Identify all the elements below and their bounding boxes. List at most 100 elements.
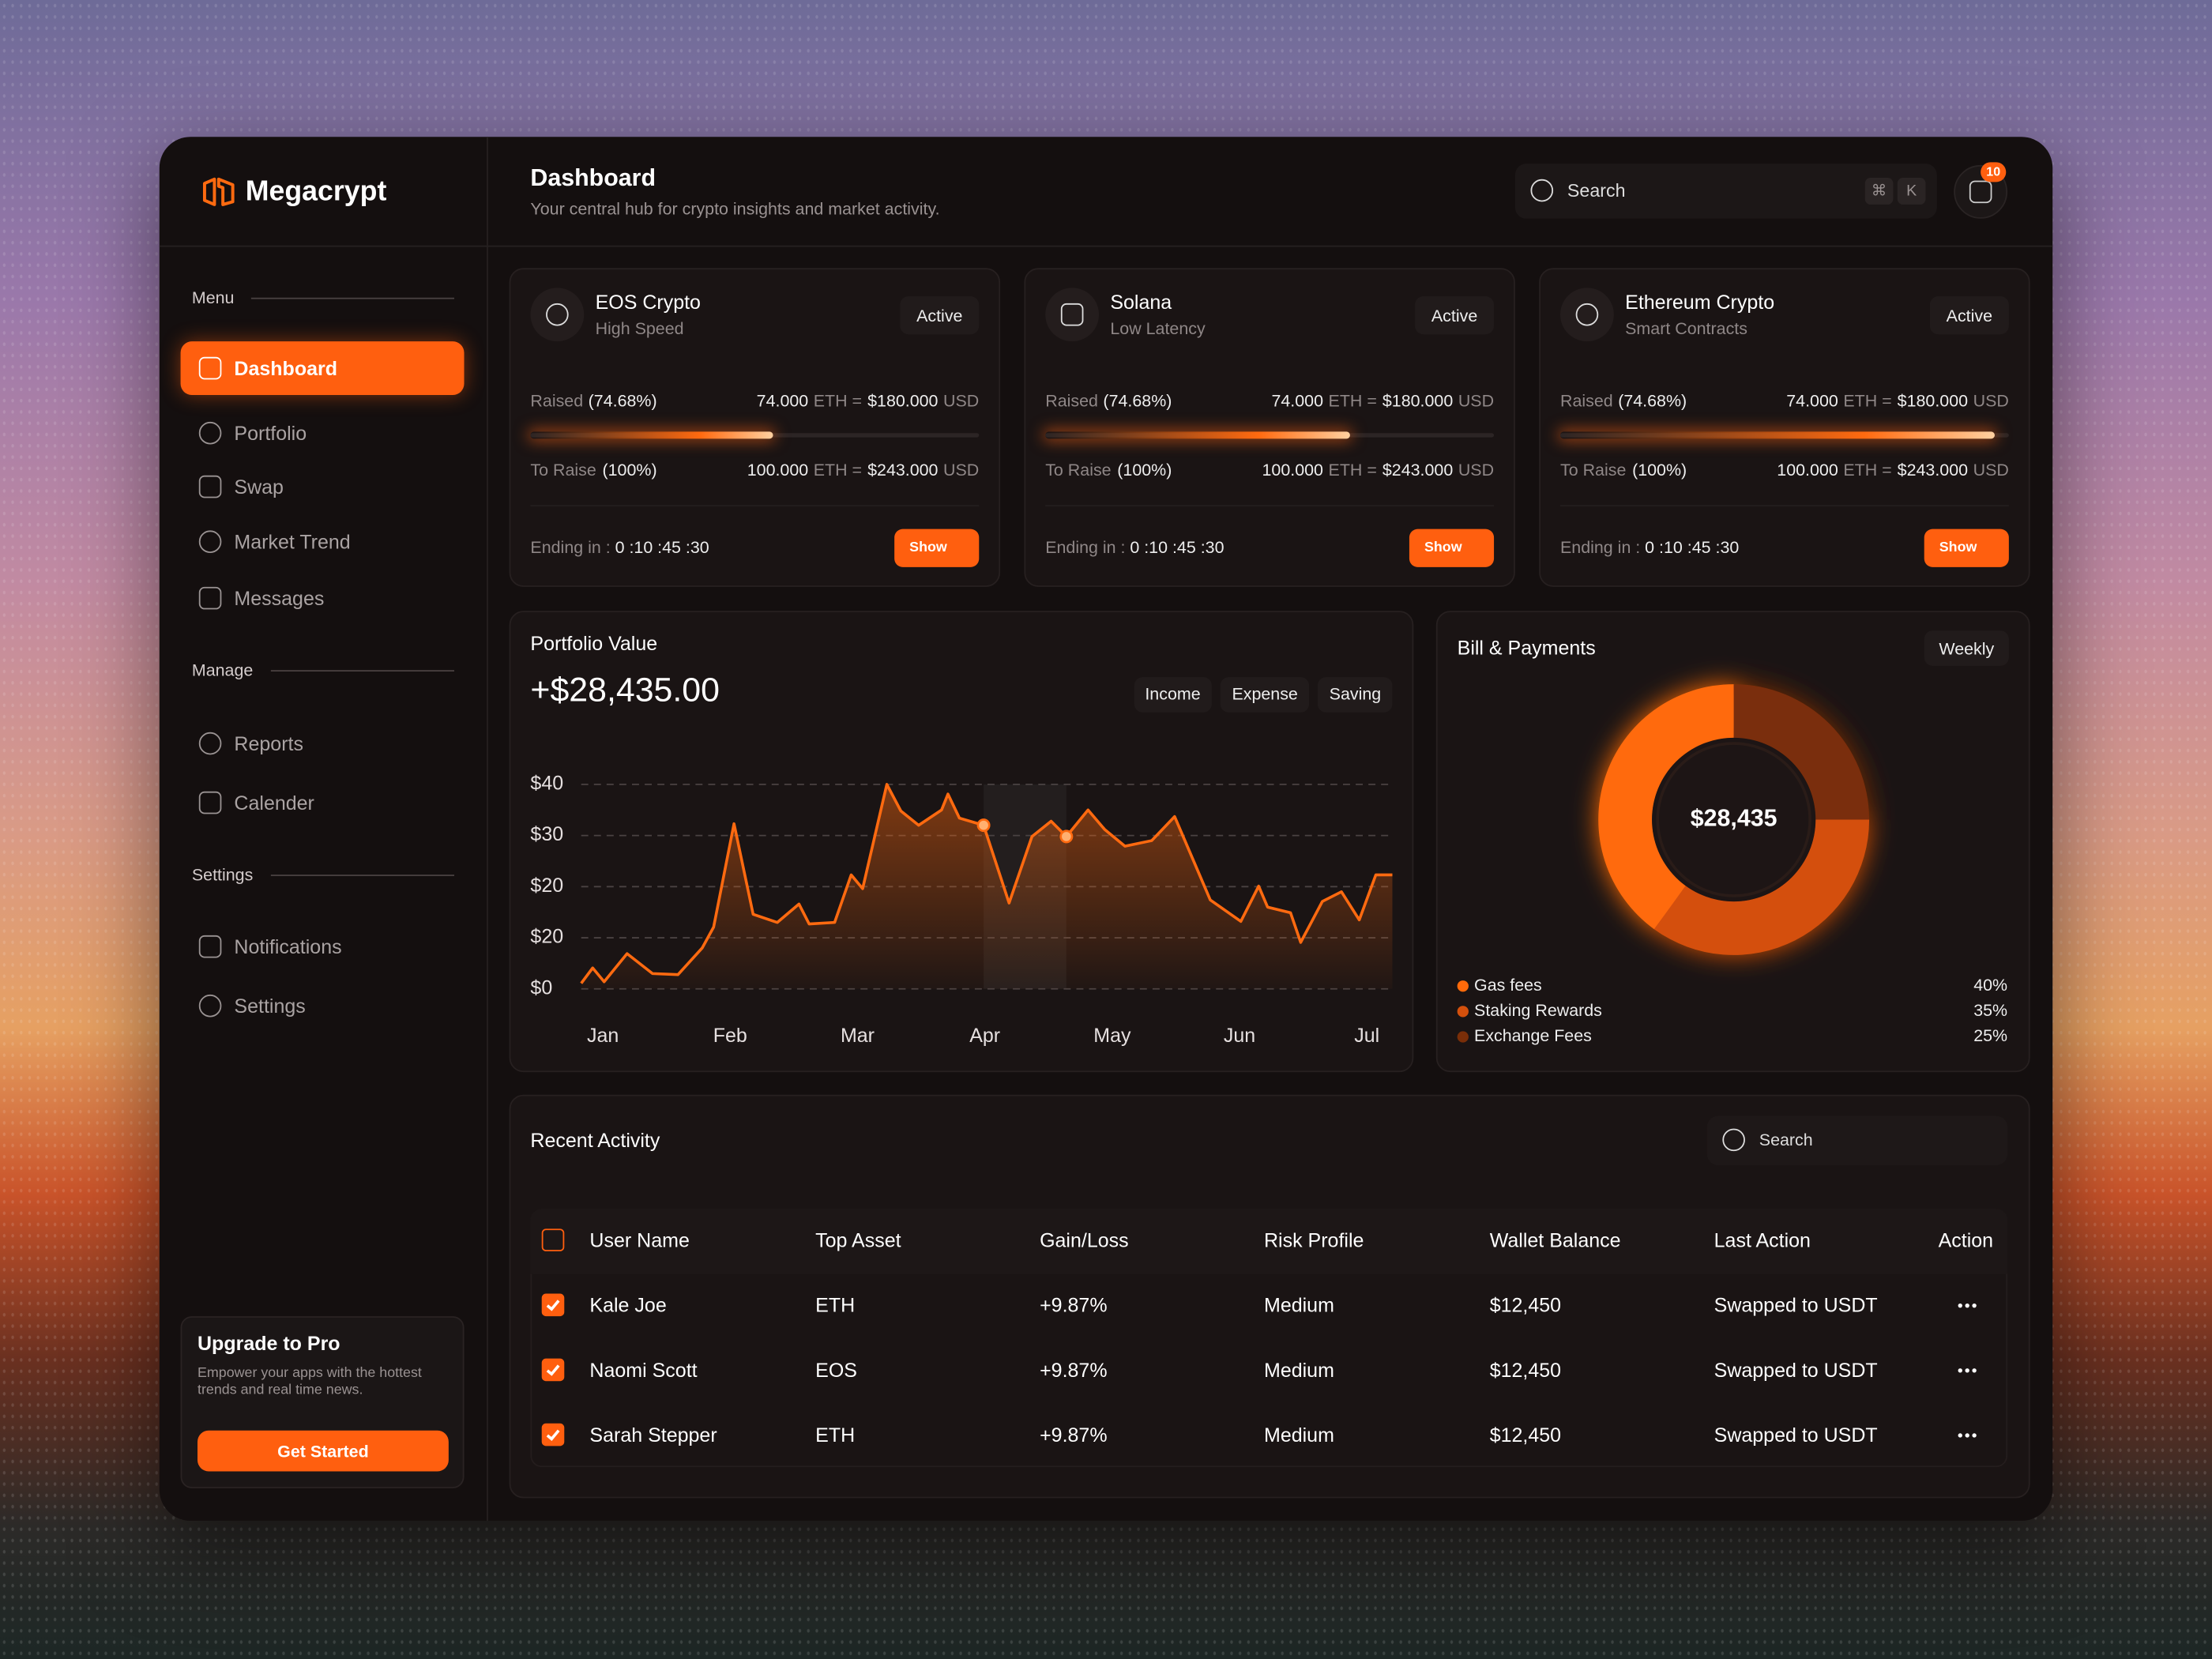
more-dot[interactable] xyxy=(1964,1303,1969,1307)
project-tag: Smart Contracts xyxy=(1625,318,1747,339)
checkbox[interactable] xyxy=(541,1423,565,1446)
upgrade-button-label[interactable]: Get Started xyxy=(277,1441,369,1462)
nav-item[interactable]: Messages xyxy=(234,586,325,610)
row-amount: 100.000 xyxy=(1262,460,1323,480)
nav-item[interactable]: Notifications xyxy=(234,935,342,958)
row-amount: USD xyxy=(1973,390,2009,411)
row-label: To Raise xyxy=(530,460,596,480)
filter-label[interactable]: Saving xyxy=(1329,684,1382,705)
filter-label[interactable]: Income xyxy=(1145,684,1201,705)
nav-item-active[interactable] xyxy=(180,341,465,395)
activity-search-placeholder: Search xyxy=(1759,1130,1813,1150)
project-tag: High Speed xyxy=(595,318,684,339)
progress-fill xyxy=(1559,431,1996,439)
row-amount: ETH = xyxy=(813,460,863,480)
nav-item[interactable]: Dashboard xyxy=(234,356,338,380)
status: Active xyxy=(1946,305,1993,325)
row-amount: $243.000 xyxy=(1897,460,1969,480)
row-amount: USD xyxy=(1458,460,1495,480)
nav-item[interactable]: Swap xyxy=(234,475,284,498)
header-divider xyxy=(159,245,487,247)
row-percent: (100%) xyxy=(1632,460,1687,480)
row-percent: (74.68%) xyxy=(1618,390,1687,411)
payments-card xyxy=(1435,611,2030,1073)
table-cell: Kale Joe xyxy=(589,1293,667,1317)
column-header: Gain/Loss xyxy=(1040,1228,1129,1251)
row-amount: ETH = xyxy=(1843,390,1892,411)
ending-label: Ending in : xyxy=(1559,537,1641,558)
status-badge xyxy=(1929,295,2009,335)
row-label: Raised xyxy=(1559,390,1613,411)
table-cell: $12,450 xyxy=(1489,1423,1562,1446)
project-name: Ethereum Crypto xyxy=(1625,290,1775,314)
more-dot[interactable] xyxy=(1971,1432,1976,1437)
row-amount: $180.000 xyxy=(1897,390,1969,411)
more-dot[interactable] xyxy=(1957,1303,1962,1307)
filter-label[interactable]: Expense xyxy=(1232,684,1298,705)
checkbox[interactable] xyxy=(541,1228,565,1251)
show-button-label[interactable]: Show xyxy=(1939,540,1977,555)
nav-item[interactable]: Market Trend xyxy=(234,530,351,553)
nav-item[interactable]: Calender xyxy=(234,791,314,814)
column-header: User Name xyxy=(589,1228,690,1251)
upgrade-button[interactable] xyxy=(197,1430,449,1472)
table-cell: Swapped to USDT xyxy=(1714,1358,1878,1382)
activity-search[interactable] xyxy=(1706,1115,2008,1165)
period-button[interactable] xyxy=(1924,630,2009,666)
table-cell: +9.87% xyxy=(1040,1358,1108,1382)
table-cell: ETH xyxy=(815,1423,856,1446)
status-badge xyxy=(900,295,980,335)
upgrade-text: Empower your apps with the hottest trend… xyxy=(197,1365,422,1398)
row-label: To Raise xyxy=(1559,460,1627,480)
project-tag: Low Latency xyxy=(1110,318,1206,339)
ending-time: 0 :10 :45 :30 xyxy=(615,537,709,558)
progress-fill xyxy=(1045,431,1351,439)
column-header: Action xyxy=(1938,1228,1994,1251)
ending-time: 0 :10 :45 :30 xyxy=(1130,537,1224,558)
show-button-label[interactable]: Show xyxy=(909,540,947,555)
show-button-label[interactable]: Show xyxy=(1424,540,1462,555)
filter-button[interactable] xyxy=(1134,677,1212,713)
more-dot[interactable] xyxy=(1957,1367,1962,1372)
project-name: EOS Crypto xyxy=(595,290,701,314)
table-cell: ETH xyxy=(815,1293,856,1317)
row-amount: ETH = xyxy=(1328,460,1377,480)
icon xyxy=(198,421,222,445)
checkbox[interactable] xyxy=(541,1358,565,1382)
check-mark xyxy=(546,1364,560,1376)
more-dot[interactable] xyxy=(1971,1367,1976,1372)
more-dot[interactable] xyxy=(1971,1303,1976,1307)
show-button[interactable] xyxy=(894,529,980,567)
checkbox[interactable] xyxy=(541,1293,565,1317)
more-dot[interactable] xyxy=(1964,1432,1969,1437)
nav-item[interactable]: Reports xyxy=(234,732,303,755)
shortcut-key xyxy=(1897,177,1926,205)
show-button[interactable] xyxy=(1409,529,1495,567)
filter-button[interactable] xyxy=(1220,677,1310,713)
table-cell: Swapped to USDT xyxy=(1714,1423,1878,1446)
show-button[interactable] xyxy=(1924,529,2009,567)
row-amount: $180.000 xyxy=(1382,390,1454,411)
period-label[interactable]: Weekly xyxy=(1939,638,1995,659)
portfolio-value: +$28,435.00 xyxy=(530,671,720,710)
ending-time: 0 :10 :45 :30 xyxy=(1645,537,1740,558)
filter-button[interactable] xyxy=(1317,677,1393,713)
icon xyxy=(198,732,222,755)
nav-item[interactable]: Settings xyxy=(234,994,306,1018)
header-divider xyxy=(487,245,2053,247)
more-dot[interactable] xyxy=(1957,1432,1962,1437)
row-amount: 100.000 xyxy=(747,460,809,480)
upgrade-title: Upgrade to Pro xyxy=(197,1331,340,1355)
row-amount: 74.000 xyxy=(1786,390,1838,411)
more-dot[interactable] xyxy=(1964,1367,1969,1372)
project-icon xyxy=(1045,288,1100,342)
row-amount: USD xyxy=(943,390,980,411)
column-header: Top Asset xyxy=(815,1228,901,1251)
nav-item[interactable]: Portfolio xyxy=(234,421,307,445)
row-percent: (74.68%) xyxy=(588,390,657,411)
sidebar-divider xyxy=(487,137,488,1521)
brand-name: Megacrypt xyxy=(245,176,387,208)
table-cell: $12,450 xyxy=(1489,1358,1562,1382)
table-cell: Medium xyxy=(1263,1293,1334,1317)
